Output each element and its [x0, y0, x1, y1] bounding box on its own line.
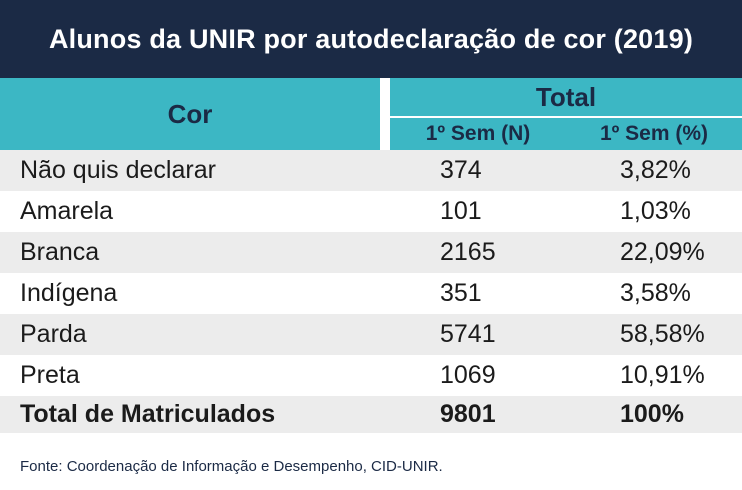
table-row: Branca 2165 22,09%: [0, 232, 742, 273]
title-bar: Alunos da UNIR por autodeclaração de cor…: [0, 0, 742, 78]
table-row: Parda 5741 58,58%: [0, 314, 742, 355]
header-col-n: 1º Sem (N): [390, 118, 566, 150]
cell-n: 351: [440, 279, 482, 307]
total-pct: 100%: [620, 400, 684, 428]
cell-n: 101: [440, 197, 482, 225]
cell-pct: 58,58%: [620, 320, 705, 348]
cell-cor: Não quis declarar: [20, 156, 216, 184]
cell-n: 5741: [440, 320, 496, 348]
header-col-pct: 1º Sem (%): [566, 118, 742, 150]
total-row: Total de Matriculados 9801 100%: [0, 396, 742, 433]
table-row: Preta 1069 10,91%: [0, 355, 742, 396]
source-note: Fonte: Coordenação de Informação e Desem…: [20, 458, 443, 475]
table-header: Cor Total 1º Sem (N) 1º Sem (%): [0, 78, 742, 150]
table-row: Indígena 351 3,58%: [0, 273, 742, 314]
cell-pct: 10,91%: [620, 361, 705, 389]
cell-cor: Preta: [20, 361, 80, 389]
cell-n: 2165: [440, 238, 496, 266]
table-row: Não quis declarar 374 3,82%: [0, 150, 742, 191]
cell-pct: 22,09%: [620, 238, 705, 266]
header-cor: Cor: [0, 78, 380, 150]
cell-pct: 1,03%: [620, 197, 691, 225]
header-divider: [380, 78, 390, 150]
total-label: Total de Matriculados: [20, 400, 276, 428]
cell-cor: Parda: [20, 320, 87, 348]
header-separator: [390, 116, 742, 118]
page-title: Alunos da UNIR por autodeclaração de cor…: [48, 23, 694, 54]
cell-n: 374: [440, 156, 482, 184]
table-row: Amarela 101 1,03%: [0, 191, 742, 232]
cell-cor: Branca: [20, 238, 100, 266]
total-n: 9801: [440, 400, 496, 428]
cell-n: 1069: [440, 361, 496, 389]
cell-pct: 3,82%: [620, 156, 691, 184]
cell-pct: 3,58%: [620, 279, 691, 307]
header-total: Total: [390, 78, 742, 116]
table-body: Não quis declarar 374 3,82% Amarela 101 …: [0, 150, 742, 433]
cell-cor: Indígena: [20, 279, 118, 307]
cell-cor: Amarela: [20, 197, 114, 225]
